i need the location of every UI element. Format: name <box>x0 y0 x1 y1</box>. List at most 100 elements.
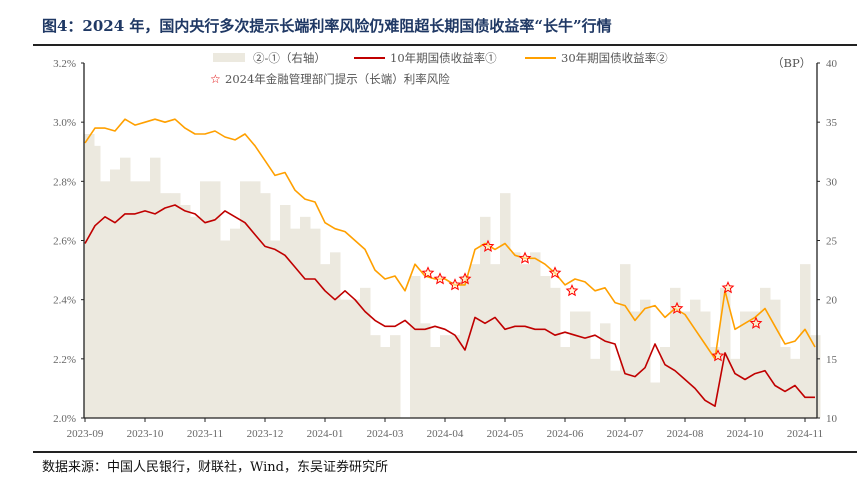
spread-bar <box>730 358 741 418</box>
x-tick-label: 2024-07 <box>607 428 644 440</box>
spread-bar <box>500 193 511 418</box>
spread-bar <box>360 287 371 418</box>
risk-warning-star <box>721 281 735 294</box>
spread-bar <box>410 276 421 418</box>
left-tick-label: 3.2% <box>53 58 76 70</box>
risk-warning-star <box>711 349 725 362</box>
x-tick-label: 2023-10 <box>127 428 164 440</box>
spread-bar <box>180 205 191 418</box>
risk-warning-star <box>481 239 495 252</box>
spread-bar <box>530 252 541 418</box>
spread-bar <box>270 240 281 418</box>
legend-swatch-spread <box>213 53 245 62</box>
spread-bar <box>750 311 761 418</box>
spread-bar <box>420 323 431 418</box>
spread-bar <box>110 169 121 418</box>
spread-bar <box>300 216 311 418</box>
spread-bar <box>200 181 211 418</box>
left-tick-label: 2.6% <box>53 236 76 248</box>
spread-bar <box>630 311 641 418</box>
spread-bar <box>260 193 271 418</box>
risk-warning-star <box>421 266 435 279</box>
x-tick-label: 2024-04 <box>427 428 464 440</box>
spread-bar <box>390 335 401 418</box>
risk-warning-star <box>670 301 684 315</box>
spread-bar <box>170 193 181 418</box>
spread-bar <box>740 311 751 418</box>
spread-bar <box>350 299 361 418</box>
spread-bar <box>550 287 561 418</box>
line-30y <box>84 118 816 360</box>
spread-bar <box>430 347 441 418</box>
spread-bar <box>590 358 601 418</box>
left-tick-label: 2.2% <box>53 354 76 366</box>
spread-bar <box>800 264 811 418</box>
x-tick-label: 2024-08 <box>667 428 704 440</box>
spread-bar <box>450 335 461 418</box>
spread-bar <box>230 228 241 418</box>
spread-bar <box>650 382 661 418</box>
risk-warning-star <box>749 316 763 329</box>
spread-bar <box>370 335 381 418</box>
spread-bar <box>320 264 331 418</box>
spread-bar <box>140 181 151 418</box>
spread-bar <box>380 347 391 418</box>
spread-bar <box>690 299 701 418</box>
figure-title: 图4：2024 年，国内央行多次提示长端利率风险仍难阻超长期国债收益率“长牛”行… <box>42 17 612 35</box>
spread-bar <box>670 287 681 418</box>
spread-bar <box>640 299 651 418</box>
spread-bar <box>480 216 491 418</box>
spread-bar <box>130 181 141 418</box>
right-tick-label: 25 <box>826 236 838 248</box>
legend-label-10y: 10年期国债收益率① <box>390 51 497 65</box>
spread-bar <box>570 311 581 418</box>
spread-bar <box>120 157 131 418</box>
legend-label-30y: 30年期国债收益率② <box>561 51 668 65</box>
spread-bar <box>100 181 111 418</box>
x-tick-label: 2024-06 <box>547 428 584 440</box>
marker-layer <box>421 239 763 362</box>
spread-bar <box>330 252 341 418</box>
right-tick-label: 30 <box>826 176 838 188</box>
source-divider <box>33 451 857 453</box>
x-tick-label: 2024-03 <box>367 428 404 440</box>
title-divider <box>33 44 857 46</box>
spread-bar <box>160 193 171 418</box>
spread-bar <box>280 205 291 418</box>
right-tick-label: 35 <box>826 117 838 129</box>
risk-warning-star <box>565 284 579 297</box>
risk-warning-star <box>518 251 532 264</box>
right-tick-label: 20 <box>826 295 838 307</box>
spread-area-layer <box>84 134 821 419</box>
line-10y <box>84 204 815 407</box>
spread-bar <box>560 347 571 418</box>
left-tick-label: 2.0% <box>53 413 76 425</box>
spread-bar <box>220 240 231 418</box>
risk-warning-star <box>548 266 562 279</box>
spread-bar <box>250 181 261 418</box>
x-tick-label: 2024-10 <box>727 428 764 440</box>
spread-bar <box>780 347 791 418</box>
spread-bar <box>540 276 551 418</box>
risk-warning-star <box>433 272 447 285</box>
source-note: 数据来源：中国人民银行，财联社，Wind，东吴证券研究所 <box>42 460 388 475</box>
right-tick-label: 40 <box>826 58 838 70</box>
spread-bar <box>620 264 631 418</box>
spread-bar <box>210 181 221 418</box>
spread-bar <box>150 157 161 418</box>
left-tick-label: 2.4% <box>53 295 76 307</box>
right-tick-label: 10 <box>826 413 838 425</box>
spread-bar <box>790 358 801 418</box>
spread-bar <box>580 311 591 418</box>
x-tick-label: 2023-09 <box>67 428 104 440</box>
spread-bar <box>680 311 691 418</box>
spread-bar <box>710 347 721 418</box>
risk-warning-star <box>458 272 472 285</box>
spread-bar <box>340 299 351 418</box>
line-layer <box>84 118 816 407</box>
axes-layer: 2.0% 2.2% 2.4% 2.6% 2.8% 3.0% 3.2% 10 15 20 25 30 35… <box>53 58 837 440</box>
x-tick-label: 2024-01 <box>307 428 344 440</box>
legend-label-markers: 2024年金融管理部门提示（长端）利率风险 <box>225 72 450 86</box>
spread-bar <box>660 347 671 418</box>
left-tick-label: 3.0% <box>53 117 76 129</box>
